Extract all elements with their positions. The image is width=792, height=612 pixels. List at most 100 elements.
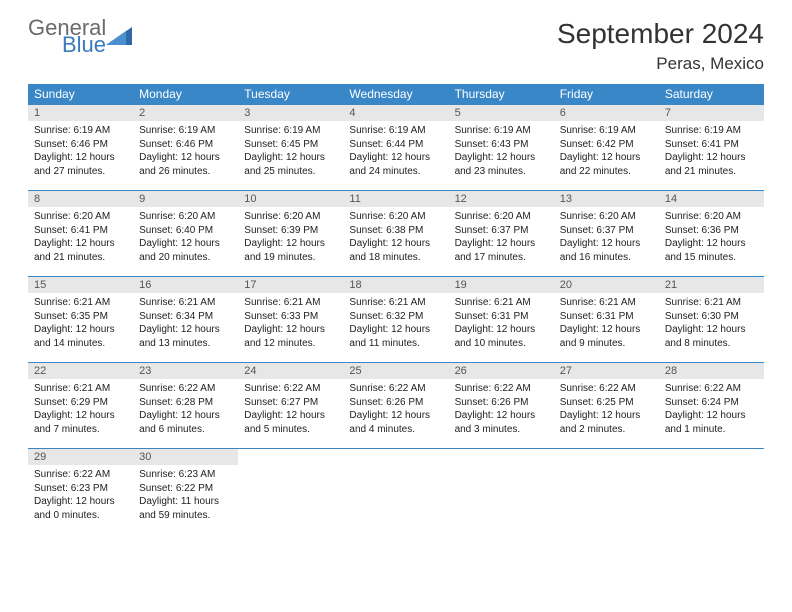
day-number: 9 [133,191,238,207]
day-line: Sunset: 6:31 PM [455,310,548,324]
day-line: Sunrise: 6:21 AM [244,296,337,310]
brand-line2: Blue [62,35,106,56]
day-line: and 21 minutes. [665,165,758,179]
day-line: Sunrise: 6:19 AM [665,124,758,138]
dow-thu: Thursday [449,84,554,105]
day-line: and 14 minutes. [34,337,127,351]
day-line: Sunset: 6:41 PM [665,138,758,152]
day-line: Sunset: 6:46 PM [34,138,127,152]
day-body: Sunrise: 6:19 AMSunset: 6:46 PMDaylight:… [133,121,238,182]
day-line: Sunset: 6:24 PM [665,396,758,410]
header: General Blue September 2024 Peras, Mexic… [28,18,764,74]
day-number: 8 [28,191,133,207]
brand-triangle-icon [106,27,132,49]
day-line: and 22 minutes. [560,165,653,179]
day-line: and 6 minutes. [139,423,232,437]
day-line: and 25 minutes. [244,165,337,179]
day-line: Daylight: 11 hours [139,495,232,509]
location-label: Peras, Mexico [557,54,764,74]
day-line: Sunrise: 6:21 AM [139,296,232,310]
day-line: Daylight: 12 hours [139,237,232,251]
day-line: Sunrise: 6:19 AM [455,124,548,138]
day-line: Sunset: 6:35 PM [34,310,127,324]
day-line: and 1 minute. [665,423,758,437]
day-line: and 20 minutes. [139,251,232,265]
day-line: Daylight: 12 hours [560,323,653,337]
day-line: Sunrise: 6:22 AM [34,468,127,482]
day-cell: 24Sunrise: 6:22 AMSunset: 6:27 PMDayligh… [238,363,343,449]
day-cell: 4Sunrise: 6:19 AMSunset: 6:44 PMDaylight… [343,105,448,191]
day-line: and 15 minutes. [665,251,758,265]
day-line: Sunset: 6:32 PM [349,310,442,324]
day-line: Sunrise: 6:20 AM [560,210,653,224]
day-line: and 9 minutes. [560,337,653,351]
day-number: 13 [554,191,659,207]
day-line: Sunset: 6:29 PM [34,396,127,410]
day-line: and 8 minutes. [665,337,758,351]
day-number: 3 [238,105,343,121]
day-number: 27 [554,363,659,379]
day-line: Sunrise: 6:19 AM [34,124,127,138]
day-body: Sunrise: 6:19 AMSunset: 6:42 PMDaylight:… [554,121,659,182]
month-title: September 2024 [557,18,764,50]
day-line: Sunrise: 6:22 AM [665,382,758,396]
day-cell: 6Sunrise: 6:19 AMSunset: 6:42 PMDaylight… [554,105,659,191]
day-number: 24 [238,363,343,379]
day-body: Sunrise: 6:21 AMSunset: 6:30 PMDaylight:… [659,293,764,354]
day-cell: 17Sunrise: 6:21 AMSunset: 6:33 PMDayligh… [238,277,343,363]
day-line: Sunset: 6:37 PM [560,224,653,238]
week-row: 22Sunrise: 6:21 AMSunset: 6:29 PMDayligh… [28,363,764,449]
day-cell: 2Sunrise: 6:19 AMSunset: 6:46 PMDaylight… [133,105,238,191]
day-body: Sunrise: 6:19 AMSunset: 6:44 PMDaylight:… [343,121,448,182]
day-cell: 9Sunrise: 6:20 AMSunset: 6:40 PMDaylight… [133,191,238,277]
day-cell [238,449,343,535]
day-body: Sunrise: 6:19 AMSunset: 6:46 PMDaylight:… [28,121,133,182]
day-body: Sunrise: 6:21 AMSunset: 6:31 PMDaylight:… [449,293,554,354]
day-cell: 10Sunrise: 6:20 AMSunset: 6:39 PMDayligh… [238,191,343,277]
day-body: Sunrise: 6:22 AMSunset: 6:26 PMDaylight:… [449,379,554,440]
day-number: 23 [133,363,238,379]
day-line: Daylight: 12 hours [139,151,232,165]
day-cell: 22Sunrise: 6:21 AMSunset: 6:29 PMDayligh… [28,363,133,449]
day-number: 18 [343,277,448,293]
day-number: 6 [554,105,659,121]
day-cell: 23Sunrise: 6:22 AMSunset: 6:28 PMDayligh… [133,363,238,449]
day-line: Sunrise: 6:22 AM [455,382,548,396]
day-line: Daylight: 12 hours [244,323,337,337]
day-cell: 20Sunrise: 6:21 AMSunset: 6:31 PMDayligh… [554,277,659,363]
day-body: Sunrise: 6:20 AMSunset: 6:41 PMDaylight:… [28,207,133,268]
day-cell: 3Sunrise: 6:19 AMSunset: 6:45 PMDaylight… [238,105,343,191]
day-line: Daylight: 12 hours [34,323,127,337]
day-line: Sunset: 6:31 PM [560,310,653,324]
day-cell: 19Sunrise: 6:21 AMSunset: 6:31 PMDayligh… [449,277,554,363]
day-line: Daylight: 12 hours [244,237,337,251]
day-line: Daylight: 12 hours [34,409,127,423]
day-line: Sunrise: 6:19 AM [244,124,337,138]
day-line: Sunrise: 6:19 AM [139,124,232,138]
day-line: Sunset: 6:37 PM [455,224,548,238]
week-row: 15Sunrise: 6:21 AMSunset: 6:35 PMDayligh… [28,277,764,363]
day-line: Daylight: 12 hours [349,323,442,337]
day-line: Sunset: 6:27 PM [244,396,337,410]
dow-row: Sunday Monday Tuesday Wednesday Thursday… [28,84,764,105]
dow-fri: Friday [554,84,659,105]
day-line: Sunrise: 6:20 AM [455,210,548,224]
day-line: Daylight: 12 hours [244,409,337,423]
day-line: and 24 minutes. [349,165,442,179]
day-number: 7 [659,105,764,121]
day-cell: 25Sunrise: 6:22 AMSunset: 6:26 PMDayligh… [343,363,448,449]
day-number: 30 [133,449,238,465]
day-line: and 17 minutes. [455,251,548,265]
day-body: Sunrise: 6:21 AMSunset: 6:35 PMDaylight:… [28,293,133,354]
day-number: 21 [659,277,764,293]
day-cell: 7Sunrise: 6:19 AMSunset: 6:41 PMDaylight… [659,105,764,191]
day-line: and 13 minutes. [139,337,232,351]
day-line: Sunrise: 6:19 AM [560,124,653,138]
dow-wed: Wednesday [343,84,448,105]
day-cell: 11Sunrise: 6:20 AMSunset: 6:38 PMDayligh… [343,191,448,277]
day-line: Daylight: 12 hours [349,409,442,423]
day-number: 5 [449,105,554,121]
day-line: Sunset: 6:22 PM [139,482,232,496]
dow-mon: Monday [133,84,238,105]
day-body: Sunrise: 6:20 AMSunset: 6:37 PMDaylight:… [554,207,659,268]
